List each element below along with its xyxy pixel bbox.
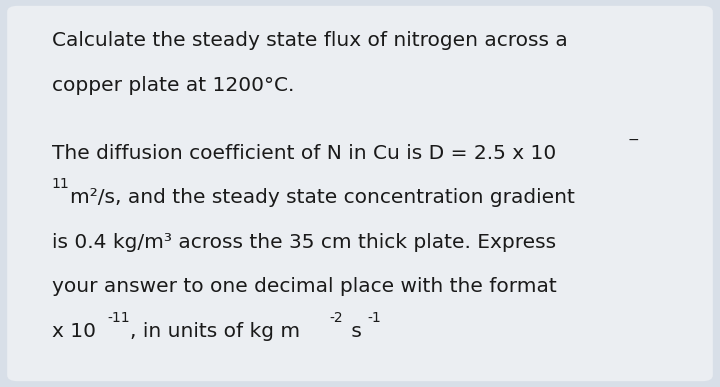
Text: −: −: [628, 133, 639, 147]
Text: -11: -11: [107, 311, 130, 325]
Text: -1: -1: [367, 311, 381, 325]
Text: m²/s, and the steady state concentration gradient: m²/s, and the steady state concentration…: [70, 188, 575, 207]
Text: , in units of kg m: , in units of kg m: [130, 322, 300, 341]
Text: The diffusion coefficient of N in Cu is D = 2.5 x 10: The diffusion coefficient of N in Cu is …: [52, 144, 556, 163]
Text: is 0.4 kg/m³ across the 35 cm thick plate. Express: is 0.4 kg/m³ across the 35 cm thick plat…: [52, 233, 556, 252]
Text: copper plate at 1200°C.: copper plate at 1200°C.: [52, 76, 294, 95]
Text: Calculate the steady state flux of nitrogen across a: Calculate the steady state flux of nitro…: [52, 31, 567, 50]
Text: s: s: [345, 322, 361, 341]
Text: x 10: x 10: [52, 322, 102, 341]
Text: 11: 11: [52, 178, 70, 192]
Text: your answer to one decimal place with the format: your answer to one decimal place with th…: [52, 277, 557, 296]
Text: -2: -2: [330, 311, 343, 325]
